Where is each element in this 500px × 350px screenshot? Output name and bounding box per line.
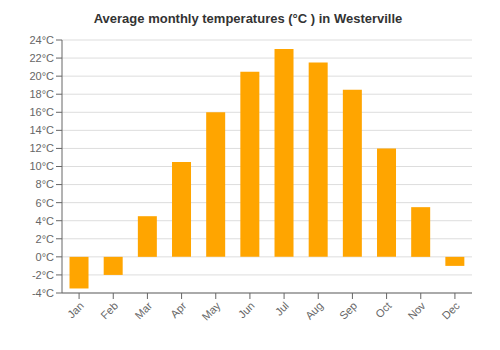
svg-text:Jul: Jul xyxy=(273,299,291,317)
svg-text:14°C: 14°C xyxy=(29,124,54,136)
svg-text:Aug: Aug xyxy=(303,299,325,321)
svg-text:Sep: Sep xyxy=(337,299,359,321)
svg-text:20°C: 20°C xyxy=(29,70,54,82)
svg-text:-2°C: -2°C xyxy=(32,269,54,281)
svg-text:0°C: 0°C xyxy=(36,251,55,263)
svg-text:18°C: 18°C xyxy=(29,88,54,100)
svg-text:Jun: Jun xyxy=(236,299,257,320)
svg-text:May: May xyxy=(200,299,224,323)
svg-text:Jan: Jan xyxy=(65,299,86,320)
svg-text:4°C: 4°C xyxy=(36,215,55,227)
svg-text:12°C: 12°C xyxy=(29,142,54,154)
svg-text:Nov: Nov xyxy=(405,299,428,322)
svg-text:16°C: 16°C xyxy=(29,106,54,118)
svg-text:22°C: 22°C xyxy=(29,52,54,64)
svg-text:Mar: Mar xyxy=(132,299,154,321)
svg-text:-4°C: -4°C xyxy=(32,287,54,299)
svg-text:Apr: Apr xyxy=(168,299,189,320)
svg-text:8°C: 8°C xyxy=(36,178,55,190)
svg-text:Oct: Oct xyxy=(373,299,394,320)
html-text:Average monthly temperatures (: Average monthly temperatures (°C ) in We… xyxy=(93,11,403,26)
svg-text:Dec: Dec xyxy=(440,299,463,322)
svg-text:Feb: Feb xyxy=(98,299,120,321)
svg-text:10°C: 10°C xyxy=(29,160,54,172)
svg-text:6°C: 6°C xyxy=(36,197,55,209)
svg-text:24°C: 24°C xyxy=(29,34,54,46)
svg-text:2°C: 2°C xyxy=(36,233,55,245)
